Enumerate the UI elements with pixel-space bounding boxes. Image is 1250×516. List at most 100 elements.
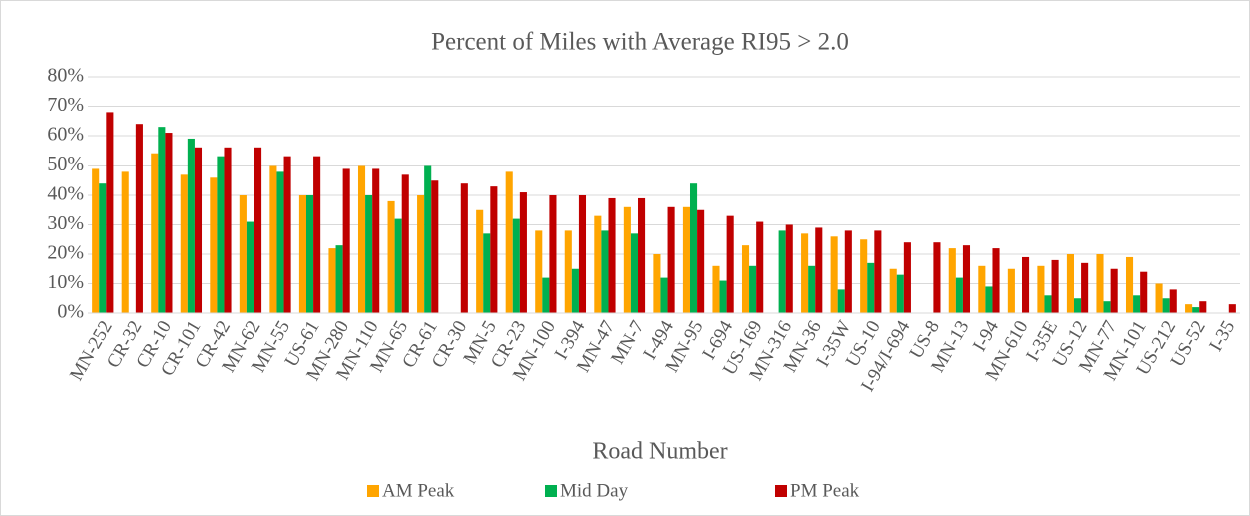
bar — [512, 218, 520, 313]
bar — [483, 233, 491, 313]
bar — [1007, 268, 1015, 313]
bar — [394, 218, 402, 313]
bar — [431, 180, 439, 313]
bar — [342, 168, 350, 313]
bar — [1037, 265, 1045, 313]
y-tick-label: 70% — [47, 94, 84, 116]
legend-swatch — [367, 485, 379, 497]
y-tick-label: 30% — [47, 212, 84, 234]
bar — [578, 195, 587, 313]
bar — [180, 174, 188, 313]
bar — [490, 186, 498, 313]
legend-swatch — [775, 485, 787, 497]
y-tick-label: 50% — [47, 153, 84, 175]
bar — [564, 230, 572, 313]
bar — [808, 265, 816, 313]
y-tick-label: 40% — [47, 183, 84, 205]
bar — [1155, 283, 1163, 313]
bar — [187, 138, 195, 313]
bar — [1133, 295, 1141, 313]
bar — [697, 209, 705, 313]
bar — [210, 177, 218, 313]
bar — [719, 280, 727, 313]
bar — [424, 165, 432, 313]
y-tick-label: 0% — [57, 301, 84, 323]
bar — [896, 274, 904, 313]
bar — [860, 239, 868, 313]
bar — [549, 195, 557, 313]
bar — [608, 197, 616, 313]
bar — [1081, 262, 1089, 313]
bar — [365, 195, 373, 313]
bar — [357, 165, 366, 313]
bar — [978, 265, 986, 313]
bar — [1185, 304, 1193, 313]
bar — [837, 289, 845, 313]
bar — [239, 195, 247, 313]
bar — [653, 254, 661, 313]
bar — [283, 156, 291, 313]
bar — [1051, 259, 1059, 313]
bar — [741, 245, 750, 313]
bar — [276, 171, 284, 313]
bar — [948, 248, 956, 313]
y-tick-label: 60% — [47, 124, 84, 146]
bar — [933, 242, 941, 313]
bar — [1125, 256, 1134, 313]
bar — [1110, 268, 1118, 313]
bar — [874, 230, 882, 313]
bar — [99, 183, 107, 313]
bar — [224, 147, 232, 313]
bar — [335, 245, 343, 313]
bar — [1199, 301, 1207, 313]
bar — [1022, 256, 1030, 313]
bar — [638, 197, 646, 313]
bar — [867, 262, 875, 313]
bar — [1228, 304, 1236, 313]
bar — [165, 133, 173, 313]
bar — [601, 230, 609, 313]
bar — [372, 168, 380, 313]
bar — [194, 147, 203, 313]
legend-swatch — [545, 485, 557, 497]
bar — [305, 195, 314, 313]
bar — [1096, 254, 1104, 313]
bar — [660, 277, 668, 313]
bar — [630, 233, 639, 313]
bar — [712, 265, 720, 313]
bar — [801, 233, 809, 313]
bar — [121, 171, 129, 313]
bar — [505, 171, 513, 313]
legend-label: Mid Day — [560, 480, 629, 501]
bar — [1162, 298, 1170, 313]
y-tick-label: 80% — [47, 65, 84, 87]
bar — [962, 245, 971, 313]
bar — [778, 230, 786, 313]
bar — [623, 206, 631, 313]
bar — [542, 277, 550, 313]
bar — [1169, 289, 1177, 313]
bar — [726, 215, 734, 313]
y-tick-label: 20% — [47, 242, 84, 264]
bar — [313, 156, 321, 313]
bar — [401, 174, 409, 313]
bar — [785, 224, 793, 313]
bar — [992, 248, 1000, 313]
bar — [667, 206, 675, 313]
bar — [844, 230, 852, 313]
bar — [1044, 295, 1052, 313]
bar — [1066, 254, 1074, 313]
y-tick-label: 10% — [47, 271, 84, 293]
bar — [387, 200, 395, 313]
bar — [1073, 298, 1082, 313]
bar — [106, 112, 114, 314]
bar — [889, 268, 897, 313]
bar — [92, 168, 100, 313]
x-axis-title: Road Number — [592, 439, 727, 465]
bar — [476, 209, 484, 313]
bar — [519, 192, 527, 313]
bar — [903, 242, 911, 313]
bar — [756, 221, 764, 313]
bar — [682, 206, 690, 313]
bar — [158, 127, 166, 314]
